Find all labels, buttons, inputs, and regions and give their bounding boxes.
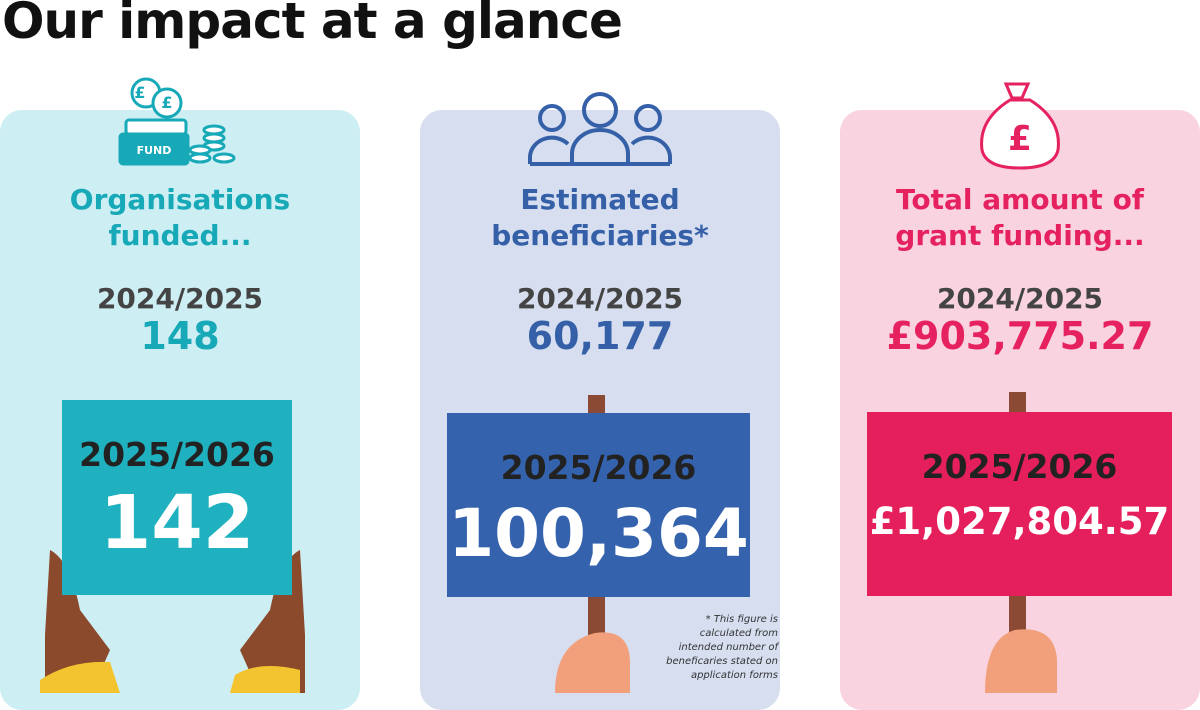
sign: 2025/2026 142 bbox=[62, 400, 292, 595]
pound-symbol: £ bbox=[134, 83, 145, 102]
money-bag-icon bbox=[980, 82, 1060, 170]
page-title: Our impact at a glance bbox=[2, 0, 623, 50]
card-heading: beneficiaries* bbox=[491, 219, 709, 252]
previous-value: £903,775.27 bbox=[886, 314, 1154, 358]
card-heading: grant funding... bbox=[895, 219, 1145, 252]
previous-year: 2024/2025 bbox=[936, 282, 1104, 315]
sign: 2025/2026 100,364 bbox=[447, 413, 750, 597]
footnote: intended number of bbox=[678, 642, 778, 653]
fund-label: FUND bbox=[137, 144, 172, 157]
card-heading: Organisations bbox=[69, 183, 291, 216]
fist bbox=[555, 632, 630, 693]
sleeve bbox=[230, 666, 300, 693]
people-icon bbox=[528, 92, 672, 166]
pound-symbol: £ bbox=[1008, 119, 1032, 159]
current-year: 2025/2026 bbox=[79, 435, 275, 474]
card-heading: funded... bbox=[108, 219, 252, 252]
current-value: 142 bbox=[99, 480, 255, 566]
hand bbox=[45, 550, 110, 693]
current-year: 2025/2026 bbox=[500, 448, 697, 487]
sleeve bbox=[40, 661, 120, 693]
fund-icon bbox=[118, 77, 236, 166]
card-heading: Total amount of bbox=[896, 183, 1144, 216]
footnote: * This figure is bbox=[705, 614, 778, 625]
current-value: £1,027,804.57 bbox=[869, 500, 1170, 543]
current-value: 100,364 bbox=[448, 495, 749, 572]
previous-value: 60,177 bbox=[526, 314, 674, 358]
pound-symbol: £ bbox=[161, 93, 172, 112]
previous-year: 2024/2025 bbox=[96, 282, 264, 315]
previous-value: 148 bbox=[140, 314, 220, 358]
card-heading: Estimated bbox=[520, 183, 680, 216]
sign: 2025/2026 £1,027,804.57 bbox=[867, 412, 1172, 596]
previous-year: 2024/2025 bbox=[516, 282, 684, 315]
fist bbox=[985, 629, 1057, 693]
current-year: 2025/2026 bbox=[921, 447, 1118, 486]
footnote: calculated from bbox=[699, 628, 778, 639]
footnote: application forms bbox=[690, 670, 778, 681]
footnote: beneficaries stated on bbox=[666, 656, 778, 667]
